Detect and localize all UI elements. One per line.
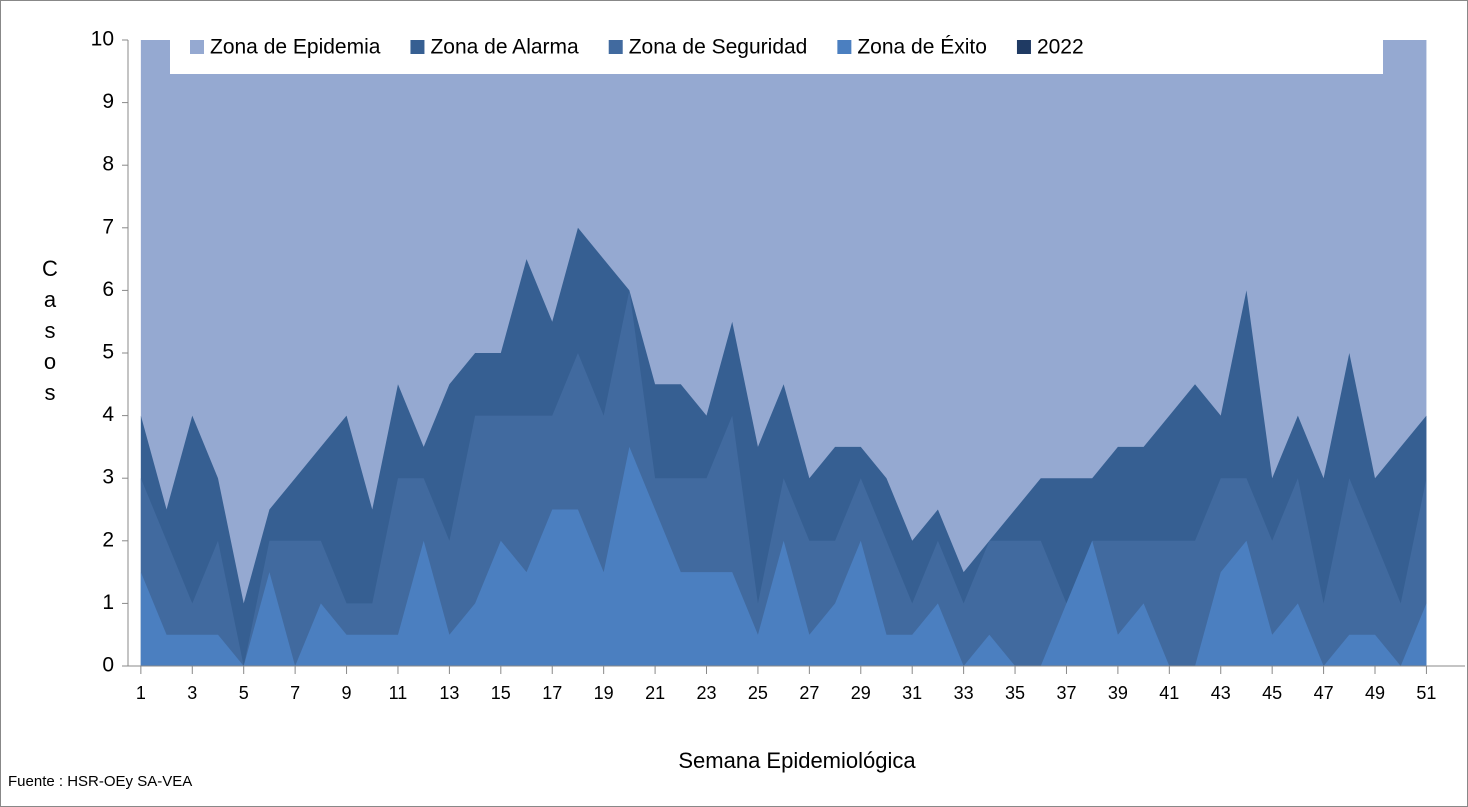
legend-swatch (190, 40, 204, 54)
x-tick-label: 23 (696, 683, 716, 703)
legend-label: Zona de Epidemia (210, 36, 381, 59)
plot-area (140, 40, 1427, 667)
x-tick-label: 33 (954, 683, 974, 703)
x-axis-label: Semana Epidemiológica (678, 748, 916, 773)
x-tick-label: 1 (136, 683, 146, 703)
legend: Zona de Epidemia Zona de Alarma Zona de Se… (170, 18, 1383, 74)
legend-swatch (410, 40, 425, 54)
x-tick-label: 7 (290, 683, 300, 703)
x-tick-label: 17 (542, 683, 562, 703)
legend-label: 2022 (1037, 36, 1084, 59)
y-tick-label: 4 (102, 403, 114, 426)
x-tick-label: 3 (187, 683, 197, 703)
y-tick-label: 6 (102, 278, 114, 301)
x-tick-label: 45 (1262, 683, 1282, 703)
x-tick-label: 25 (748, 683, 768, 703)
y-tick-label: 7 (102, 215, 114, 238)
y-tick-label: 2 (102, 528, 114, 551)
x-tick-label: 27 (799, 683, 819, 703)
area (140, 446, 1427, 666)
legend-label: Zona de Alarma (430, 36, 579, 59)
x-tick-label: 39 (1108, 683, 1128, 703)
area (140, 290, 1427, 666)
legend-label: Zona de Éxito (857, 36, 987, 59)
y-tick-label: 10 (91, 28, 114, 51)
x-tick-label: 35 (1005, 683, 1025, 703)
x-tick-label: 41 (1159, 683, 1179, 703)
x-tick-label: 51 (1416, 683, 1436, 703)
x-tick-label: 9 (342, 683, 352, 703)
y-tick-label: 0 (102, 654, 114, 677)
legend-swatch (1016, 40, 1031, 54)
x-tick-label: 19 (594, 683, 614, 703)
x-tick-label: 11 (389, 683, 408, 703)
y-tick-label: 5 (102, 341, 114, 364)
x-tick-label: 29 (851, 683, 871, 703)
legend-box (170, 18, 1383, 74)
y-tick-label: 9 (102, 90, 114, 113)
y-tick-label: 1 (102, 591, 114, 614)
x-tick-label: 47 (1314, 683, 1334, 703)
x-tick-label: 31 (902, 683, 922, 703)
x-tick-label: 21 (645, 683, 665, 703)
x-tick-label: 5 (239, 683, 249, 703)
x-tick-label: 49 (1365, 683, 1385, 703)
legend-label: Zona de Seguridad (629, 36, 808, 59)
legend-swatch (837, 40, 852, 54)
x-tick-label: 13 (439, 683, 459, 703)
x-tick-label: 43 (1211, 683, 1231, 703)
source-note: Fuente : HSR-OEy SA-VEA (8, 773, 192, 790)
x-tick-label: 37 (1056, 683, 1076, 703)
x-tick-label: 15 (491, 683, 511, 703)
y-tick-label: 3 (102, 466, 114, 489)
legend-swatch (608, 40, 623, 54)
y-tick-label: 8 (102, 153, 114, 176)
